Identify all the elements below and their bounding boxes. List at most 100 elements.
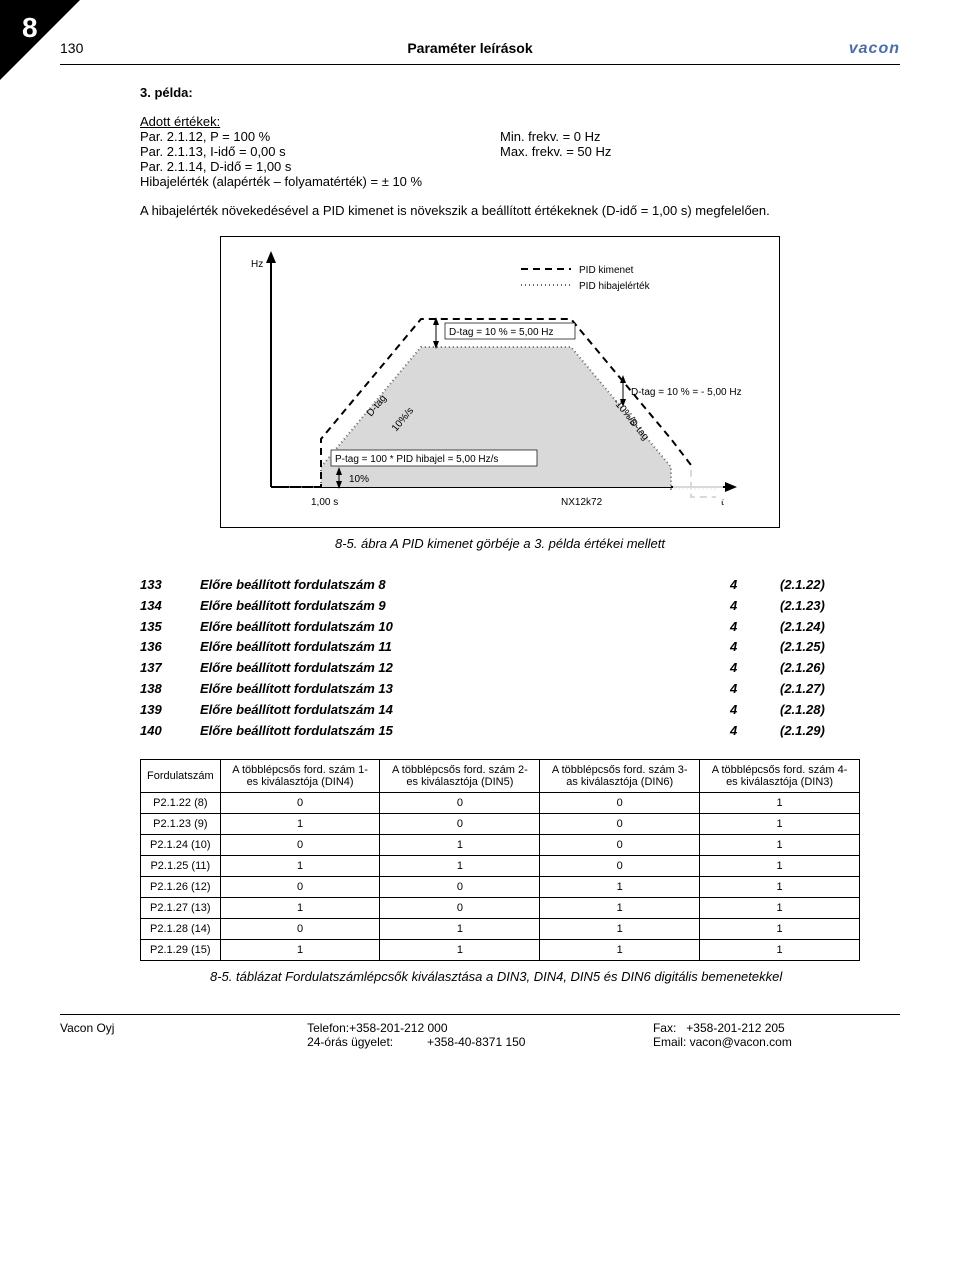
fax-label: Fax: <box>653 1021 676 1035</box>
table-header-row: Fordulatszám A többlépcsős ford. szám 1-… <box>141 760 860 793</box>
table-cell: 1 <box>700 814 860 835</box>
table-cell: 0 <box>540 835 700 856</box>
table-cell: 0 <box>220 793 380 814</box>
table-cell: 1 <box>220 940 380 961</box>
table-cell: 1 <box>380 940 540 961</box>
table-row: P2.1.29 (15)1111 <box>141 940 860 961</box>
table-cell: 0 <box>380 814 540 835</box>
speed-table: Fordulatszám A többlépcsős ford. szám 1-… <box>140 759 860 961</box>
table-cell: 1 <box>700 940 860 961</box>
table-cell: 1 <box>540 898 700 919</box>
ptag-label: P-tag = 100 * PID hibajel = 5,00 Hz/s <box>335 454 498 465</box>
table-cell: 1 <box>700 898 860 919</box>
table-cell: 0 <box>220 835 380 856</box>
chart-code: NX12k72 <box>561 497 603 508</box>
table-cell: 1 <box>540 919 700 940</box>
table-cell: P2.1.24 (10) <box>141 835 221 856</box>
y-axis-label: Hz <box>251 259 263 270</box>
page-footer: Vacon Oyj Telefon:+358-201-212 000 24-ór… <box>60 1014 900 1049</box>
page-header: 130 Paraméter leírások vacon <box>60 40 900 65</box>
table-cell: 1 <box>220 856 380 877</box>
th: Fordulatszám <box>141 760 221 793</box>
given-line: Max. frekv. = 50 Hz <box>500 144 860 159</box>
param-row: 136Előre beállított fordulatszám 114(2.1… <box>140 637 860 658</box>
table-caption: 8-5. táblázat Fordulatszámlépcsők kivála… <box>210 969 860 984</box>
table-cell: 1 <box>380 835 540 856</box>
param-row: 138Előre beállított fordulatszám 134(2.1… <box>140 679 860 700</box>
given-line: Par. 2.1.13, I-idő = 0,00 s <box>140 144 500 159</box>
table-row: P2.1.26 (12)0011 <box>141 877 860 898</box>
param-row: 135Előre beállított fordulatszám 104(2.1… <box>140 617 860 638</box>
table-cell: 0 <box>380 898 540 919</box>
param-list: 133Előre beállított fordulatszám 84(2.1.… <box>140 575 860 741</box>
table-row: P2.1.28 (14)0111 <box>141 919 860 940</box>
param-row: 137Előre beállított fordulatszám 124(2.1… <box>140 658 860 679</box>
table-cell: 1 <box>380 856 540 877</box>
th: A többlépcsős ford. szám 2-es kiválasztó… <box>380 760 540 793</box>
param-row: 140Előre beállított fordulatszám 154(2.1… <box>140 721 860 742</box>
table-row: P2.1.24 (10)0101 <box>141 835 860 856</box>
table-cell: 1 <box>700 793 860 814</box>
corner-badge-number: 8 <box>22 12 38 44</box>
x-start-label: 1,00 s <box>311 497 338 508</box>
dtag-top-label: D-tag = 10 % = 5,00 Hz <box>449 327 554 338</box>
content: 3. példa: Adott értékek: Par. 2.1.12, P … <box>60 85 900 984</box>
page: 8 130 Paraméter leírások vacon 3. példa:… <box>0 0 960 1069</box>
table-cell: P2.1.28 (14) <box>141 919 221 940</box>
given-line: Hibajelérték (alapérték – folyamatérték)… <box>140 174 500 189</box>
th: A többlépcsős ford. szám 3-as kiválasztó… <box>540 760 700 793</box>
corner-badge: 8 <box>0 0 80 80</box>
given-values-label: Adott értékek: <box>140 114 860 129</box>
ten-pct-label: 10% <box>349 474 369 485</box>
table-cell: 1 <box>380 919 540 940</box>
table-cell: P2.1.22 (8) <box>141 793 221 814</box>
table-cell: 1 <box>700 856 860 877</box>
table-cell: 1 <box>700 835 860 856</box>
table-cell: 0 <box>380 877 540 898</box>
example-body: A hibajelérték növekedésével a PID kimen… <box>140 203 860 218</box>
given-line: Par. 2.1.14, D-idő = 1,00 s <box>140 159 500 174</box>
table-cell: 1 <box>700 877 860 898</box>
table-row: P2.1.22 (8)0001 <box>141 793 860 814</box>
param-row: 139Előre beállított fordulatszám 144(2.1… <box>140 700 860 721</box>
tel-value: +358-201-212 000 <box>349 1021 447 1035</box>
table-row: P2.1.25 (11)1101 <box>141 856 860 877</box>
table-cell: 1 <box>220 898 380 919</box>
fax-value: +358-201-212 205 <box>686 1021 784 1035</box>
tel-label: Telefon: <box>307 1021 349 1035</box>
table-cell: 0 <box>540 793 700 814</box>
chart-caption: 8-5. ábra A PID kimenet görbéje a 3. pél… <box>140 536 860 551</box>
table-cell: 0 <box>540 814 700 835</box>
pid-chart-svg: Hz PID kimenet PID hibajelérték <box>221 237 781 527</box>
duty-value: +358-40-8371 150 <box>427 1035 525 1049</box>
table-cell: 0 <box>380 793 540 814</box>
page-title: Paraméter leírások <box>140 40 800 56</box>
table-row: P2.1.27 (13)1011 <box>141 898 860 919</box>
table-cell: P2.1.29 (15) <box>141 940 221 961</box>
table-cell: 1 <box>700 919 860 940</box>
email-value: vacon@vacon.com <box>690 1035 792 1049</box>
table-cell: P2.1.27 (13) <box>141 898 221 919</box>
given-line: Min. frekv. = 0 Hz <box>500 129 860 144</box>
given-values: Par. 2.1.12, P = 100 % Par. 2.1.13, I-id… <box>140 129 860 189</box>
legend-pid-output: PID kimenet <box>579 265 634 276</box>
table-row: P2.1.23 (9)1001 <box>141 814 860 835</box>
param-row: 134Előre beállított fordulatszám 94(2.1.… <box>140 596 860 617</box>
dtag-right-label: D-tag = 10 % = - 5,00 Hz <box>631 387 742 398</box>
brand-logo: vacon <box>800 40 900 58</box>
chart-container: Hz PID kimenet PID hibajelérték <box>140 236 860 528</box>
param-row: 133Előre beállított fordulatszám 84(2.1.… <box>140 575 860 596</box>
duty-label: 24-órás ügyelet: <box>307 1035 427 1049</box>
table-cell: P2.1.25 (11) <box>141 856 221 877</box>
table-cell: 0 <box>220 919 380 940</box>
email-label: Email: <box>653 1035 686 1049</box>
legend-pid-error: PID hibajelérték <box>579 281 651 292</box>
given-line: Par. 2.1.12, P = 100 % <box>140 129 500 144</box>
table-cell: 1 <box>540 940 700 961</box>
table-cell: 0 <box>220 877 380 898</box>
table-cell: P2.1.26 (12) <box>141 877 221 898</box>
footer-company: Vacon Oyj <box>60 1021 307 1049</box>
table-cell: 1 <box>220 814 380 835</box>
pid-chart: Hz PID kimenet PID hibajelérték <box>220 236 780 528</box>
example-heading: 3. példa: <box>140 85 860 100</box>
